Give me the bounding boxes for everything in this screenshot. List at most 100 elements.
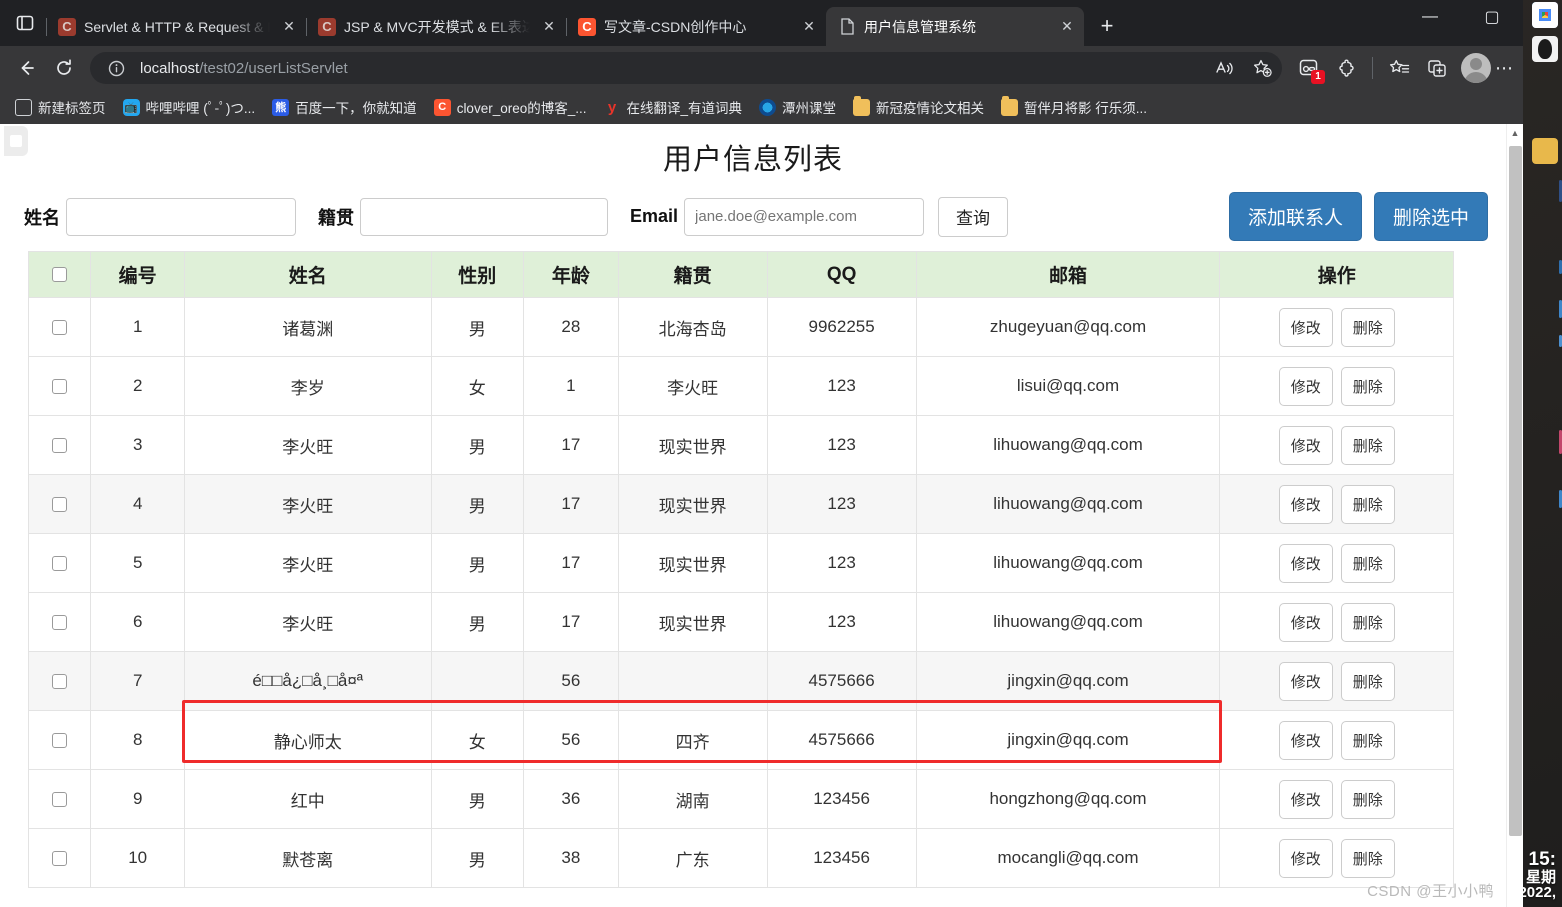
tab-close-icon[interactable]: ✕ (803, 18, 815, 34)
table-row[interactable]: 3 李火旺男 17 现实世界 123 lihuowang@qq.com 修改 删除 (27, 415, 1454, 475)
table-row[interactable]: 7 é□□å¿□å¸□å¤ª 56 4575666 jingxin@qq.com 修改 删除 (27, 651, 1454, 711)
col-name: 姓名 (183, 251, 432, 298)
table-row[interactable]: 4 李火旺男 17 现实世界 123 lihuowang@qq.com 修改 删除 (27, 474, 1454, 534)
address-bar[interactable]: localhost/test02/userListServlet (90, 52, 1282, 84)
row-checkbox[interactable] (52, 792, 68, 808)
edit-button[interactable]: 修改 (1278, 307, 1333, 347)
delete-button[interactable]: 删除 (1340, 425, 1395, 465)
info-circle-icon[interactable] (102, 54, 130, 82)
edit-button[interactable]: 修改 (1278, 720, 1333, 760)
search-origin-input[interactable] (360, 197, 608, 236)
scrollbar-thumb[interactable] (1509, 146, 1522, 836)
edit-button[interactable]: 修改 (1278, 602, 1333, 642)
tab-1[interactable]: C JSP & MVC开发模式 & EL表达式 ✕ (306, 7, 566, 46)
minimize-button[interactable]: — (1422, 8, 1438, 25)
delete-button[interactable]: 删除 (1340, 366, 1395, 406)
edit-button[interactable]: 修改 (1278, 838, 1333, 878)
delete-button[interactable]: 删除 (1340, 838, 1395, 878)
delete-button[interactable]: 删除 (1340, 307, 1395, 347)
table-row[interactable]: 1 诸葛渊男 28 北海杏岛 9962255 zhugeyuan@qq.com 修改 删除 (27, 297, 1454, 357)
table-row[interactable]: 8 静心师太女 56 四齐 4575666 jingxin@qq.com 修改 删除 (27, 710, 1454, 770)
search-name-input[interactable] (66, 197, 296, 236)
row-checkbox[interactable] (52, 320, 68, 336)
bookmark-youdao[interactable]: y 在线翻译_有道词典 (597, 93, 750, 121)
delete-button[interactable]: 删除 (1340, 779, 1395, 819)
tab-title: JSP & MVC开发模式 & EL表达式 (344, 18, 530, 35)
edit-button[interactable]: 修改 (1278, 661, 1333, 701)
delete-button[interactable]: 删除 (1340, 661, 1395, 701)
search-email-input[interactable] (684, 197, 925, 236)
edit-button[interactable]: 修改 (1278, 425, 1333, 465)
edit-button[interactable]: 修改 (1278, 484, 1333, 524)
tab-0[interactable]: C Servlet & HTTP & Request & Res ✕ (46, 7, 306, 46)
delete-button[interactable]: 删除 (1340, 720, 1395, 760)
query-button[interactable]: 查询 (938, 196, 1009, 237)
row-checkbox[interactable] (52, 733, 68, 749)
row-id: 8 (90, 710, 185, 770)
bookmark-folder-misc[interactable]: 暂伴月将影 行乐须... (994, 93, 1154, 121)
delete-button[interactable]: 删除 (1340, 602, 1395, 642)
row-qq: 123456 (766, 828, 917, 888)
split-screen-icon[interactable] (1419, 52, 1455, 84)
table-row[interactable]: 6 李火旺男 17 现实世界 123 lihuowang@qq.com 修改 删除 (27, 592, 1454, 652)
read-aloud-icon[interactable] (1210, 54, 1238, 82)
tab-3-active[interactable]: 用户信息管理系统 ✕ (826, 7, 1084, 46)
delete-selected-button[interactable]: 删除选中 (1373, 192, 1488, 241)
row-checkbox[interactable] (52, 556, 68, 572)
row-checkbox[interactable] (52, 438, 68, 454)
tab-close-icon[interactable]: ✕ (283, 18, 295, 34)
page-scrollbar[interactable]: ▲ (1506, 124, 1523, 907)
row-name: 默苍离 (183, 828, 432, 888)
row-checkbox[interactable] (52, 379, 68, 395)
table-row[interactable]: 9 红中男 36 湖南 123456 hongzhong@qq.com 修改 删除 (27, 769, 1454, 829)
maximize-button[interactable]: ▢ (1484, 9, 1500, 26)
reload-icon[interactable] (46, 52, 82, 84)
bookmark-csdn-blog[interactable]: C clover_oreo的博客_... (427, 93, 594, 121)
new-tab-button[interactable]: + (1100, 13, 1114, 38)
row-actions-cell: 修改 删除 (1219, 710, 1454, 770)
desktop-qq-icon[interactable] (1532, 36, 1558, 62)
tab-close-icon[interactable]: ✕ (1061, 18, 1073, 34)
profile-avatar-icon[interactable] (1461, 53, 1491, 83)
tab-search-icon[interactable] (4, 3, 46, 43)
tab-title: Servlet & HTTP & Request & Res (84, 18, 270, 35)
clock-time: 15: (1528, 848, 1556, 870)
more-options-icon[interactable]: ⋯ (1495, 57, 1513, 78)
bookmark-folder-covid[interactable]: 新冠疫情论文相关 (846, 93, 991, 121)
add-favorite-icon[interactable] (1248, 54, 1276, 82)
tab-title: 写文章-CSDN创作中心 (604, 18, 747, 35)
bookmark-new-tab-page[interactable]: 新建标签页 (8, 93, 113, 121)
desktop-folder-icon[interactable] (1532, 138, 1558, 164)
delete-button[interactable]: 删除 (1340, 484, 1395, 524)
row-checkbox[interactable] (52, 615, 68, 631)
edit-button[interactable]: 修改 (1278, 543, 1333, 583)
back-arrow-icon[interactable] (8, 52, 44, 84)
page-title: 用户信息列表 (662, 144, 843, 176)
csdn-icon: C (58, 17, 76, 36)
tab-2[interactable]: C 写文章-CSDN创作中心 ✕ (566, 7, 826, 46)
edit-button[interactable]: 修改 (1278, 366, 1333, 406)
tab-close-icon[interactable]: ✕ (543, 18, 555, 34)
split-screen-handle[interactable] (4, 126, 28, 156)
scroll-up-arrow-icon[interactable]: ▲ (1510, 127, 1520, 138)
row-actions-cell: 修改 删除 (1219, 415, 1454, 475)
bookmark-baidu[interactable]: 熊 百度一下，你就知道 (265, 93, 424, 121)
row-checkbox[interactable] (52, 674, 68, 690)
row-checkbox[interactable] (52, 497, 68, 513)
row-origin: 四齐 (617, 710, 768, 770)
edit-button[interactable]: 修改 (1278, 779, 1333, 819)
select-all-checkbox[interactable] (52, 266, 68, 282)
table-row[interactable]: 2 李岁女 1 李火旺 123 lisui@qq.com 修改 删除 (27, 356, 1454, 416)
bookmark-tanzhou[interactable]: 潭州课堂 (752, 93, 843, 121)
extensions-icon[interactable] (1328, 52, 1364, 84)
favorites-list-icon[interactable] (1381, 52, 1417, 84)
delete-button[interactable]: 删除 (1340, 543, 1395, 583)
table-row[interactable]: 10 默苍离男 38 广东 123456 mocangli@qq.com 修改 删除 (27, 828, 1454, 888)
row-checkbox[interactable] (52, 851, 68, 867)
collections-icon[interactable]: 1 (1290, 52, 1326, 84)
desktop-chrome-icon[interactable] (1532, 2, 1558, 28)
row-name: é□□å¿□å¸□å¤ª (183, 651, 432, 711)
table-row[interactable]: 5 李火旺男 17 现实世界 123 lihuowang@qq.com 修改 删除 (27, 533, 1454, 593)
bookmark-bilibili[interactable]: 📺 哔哩哔哩 (ﾟ-ﾟ)つ... (116, 93, 263, 121)
add-contact-button[interactable]: 添加联系人 (1228, 192, 1362, 241)
